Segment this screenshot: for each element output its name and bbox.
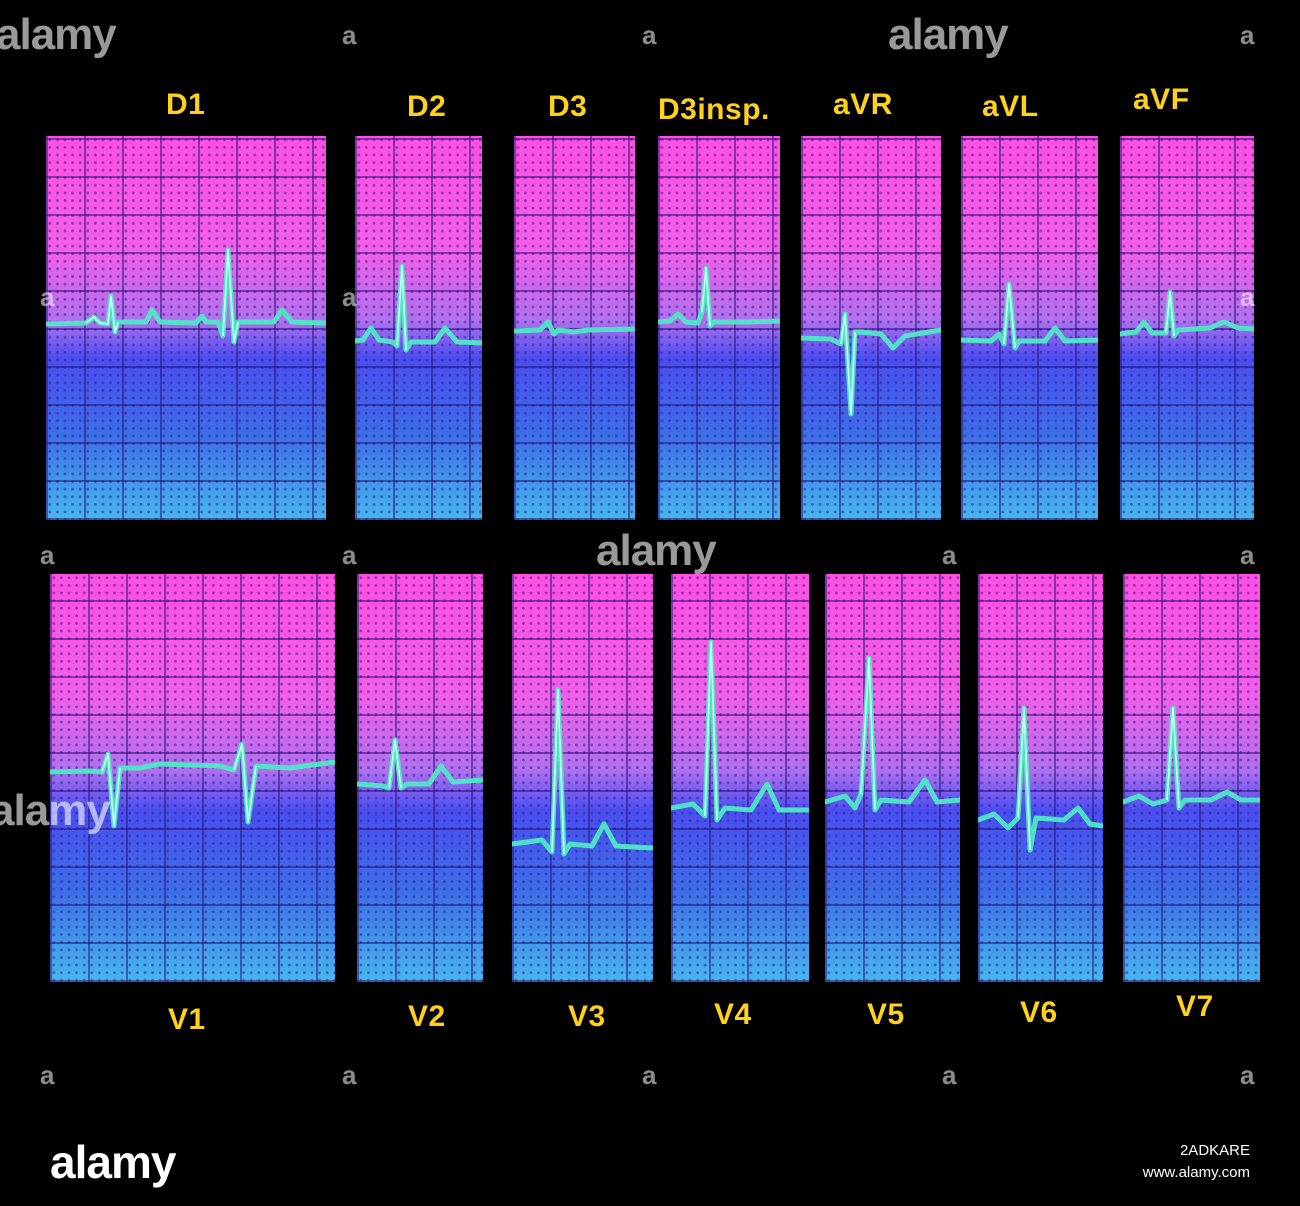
ecg-panel-v7 [1123, 574, 1260, 982]
watermark-mark: a [342, 282, 357, 312]
footer-image-id: 2ADKARE [1179, 1142, 1250, 1159]
lead-label-v3: V3 [568, 1000, 606, 1033]
watermark-logo: alamy [0, 10, 117, 59]
watermark-mark: a [40, 282, 55, 312]
watermark-mark: a [1240, 20, 1255, 50]
watermark-mark: a [1240, 282, 1255, 312]
footer-site-link: www.alamy.com [1142, 1164, 1250, 1181]
watermark-mark: a [642, 20, 657, 50]
watermark-mark: a [942, 540, 957, 570]
ecg-panel-v4 [671, 574, 809, 982]
lead-label-v4: V4 [714, 998, 752, 1031]
watermark-mark: a [342, 20, 357, 50]
ecg-panel-v3 [512, 574, 653, 982]
watermark-logo: alamy [888, 10, 1009, 59]
lead-label-avr: aVR [833, 88, 893, 121]
ecg-panel-avl [961, 136, 1098, 520]
ecg-panel-d3insp [658, 136, 780, 520]
ecg-panel-d3 [514, 136, 635, 520]
ecg-panel-d1 [46, 136, 326, 520]
watermark-mark: a [40, 540, 55, 570]
ecg-panel-d2 [355, 136, 482, 520]
ecg-panel-avf [1120, 136, 1254, 520]
watermark-mark: a [342, 1060, 357, 1090]
watermark-mark: a [642, 1060, 657, 1090]
watermark-logo: alamy [596, 526, 717, 575]
watermark-logo: alamy [0, 786, 111, 835]
lead-label-v6: V6 [1020, 996, 1058, 1029]
ecg-panel-v6 [978, 574, 1103, 982]
watermark-mark: a [342, 540, 357, 570]
lead-label-v5: V5 [867, 998, 905, 1031]
footer-image-info: 2ADKARE www.alamy.com [1143, 1140, 1250, 1184]
lead-label-d2: D2 [407, 90, 447, 123]
watermark-mark: a [40, 1060, 55, 1090]
lead-label-v7: V7 [1176, 990, 1214, 1023]
lead-label-v2: V2 [408, 1000, 446, 1033]
ecg-panel-v2 [357, 574, 483, 982]
ecg-panel-v1 [50, 574, 335, 982]
lead-label-d3insp: D3insp. [658, 93, 770, 126]
watermark-mark: a [1240, 540, 1255, 570]
lead-label-avf: aVF [1133, 83, 1190, 116]
lead-label-d1: D1 [166, 88, 206, 121]
lead-label-avl: aVL [982, 90, 1039, 123]
watermark-mark: a [1240, 1060, 1255, 1090]
footer-brand-logo: alamy [50, 1136, 176, 1188]
lead-label-d3: D3 [548, 90, 588, 123]
watermark-mark: a [942, 1060, 957, 1090]
ecg-panel-avr [801, 136, 941, 520]
lead-label-v1: V1 [168, 1003, 206, 1036]
ecg-panel-v5 [825, 574, 960, 982]
